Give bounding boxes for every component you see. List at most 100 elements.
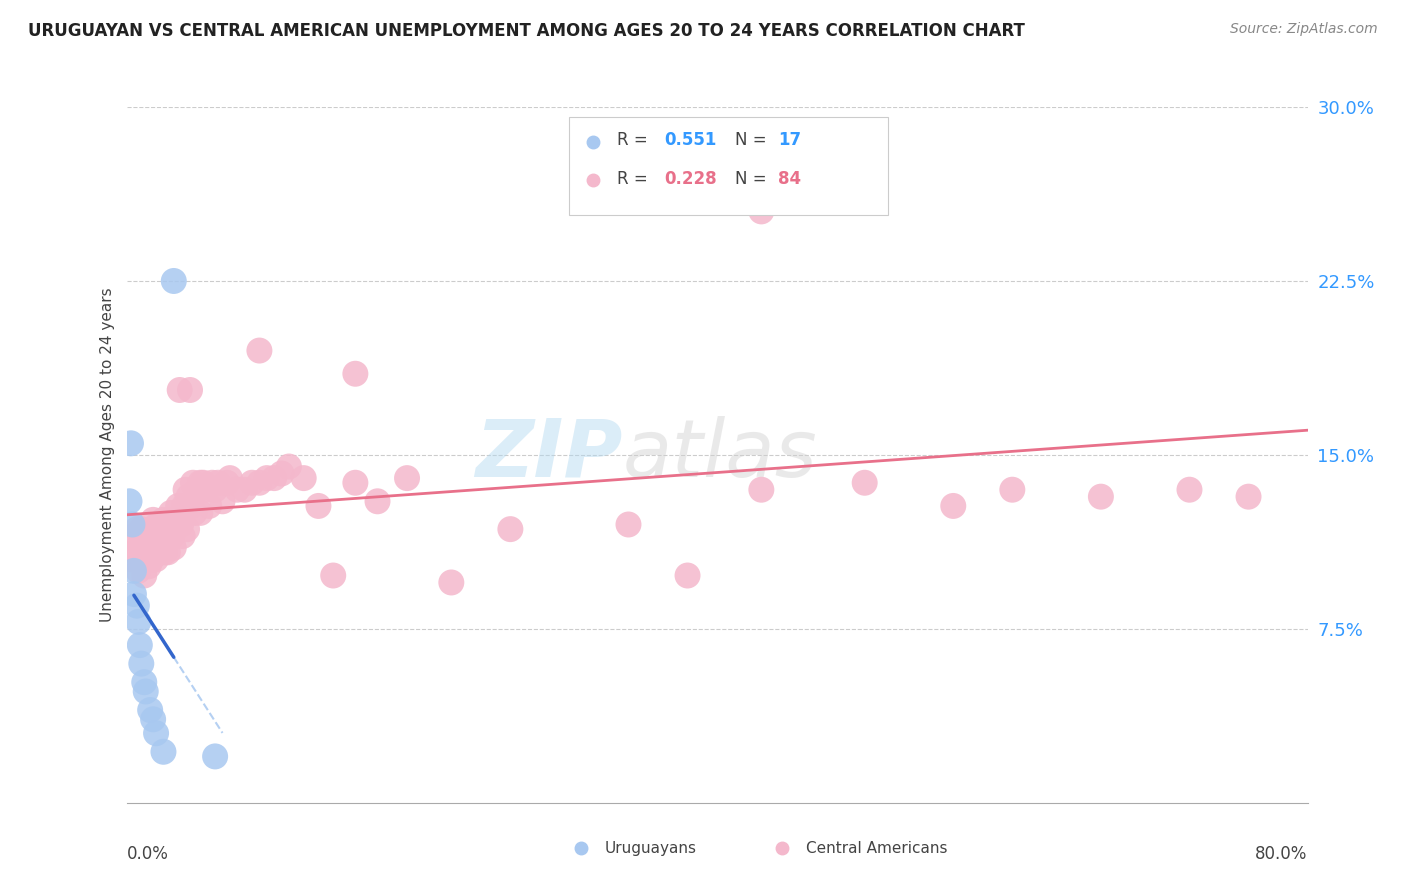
Point <box>135 684 157 698</box>
Text: Uruguayans: Uruguayans <box>605 840 697 855</box>
Text: R =: R = <box>617 169 652 187</box>
Point <box>499 522 522 536</box>
Point <box>174 483 197 497</box>
Text: 0.551: 0.551 <box>664 131 716 150</box>
Point <box>145 552 167 566</box>
Point <box>204 483 226 497</box>
Point <box>163 541 186 555</box>
Point <box>751 204 773 219</box>
Text: 84: 84 <box>779 169 801 187</box>
Point <box>215 475 238 490</box>
Text: 80.0%: 80.0% <box>1256 845 1308 863</box>
Text: R =: R = <box>617 131 652 150</box>
Point <box>139 522 162 536</box>
Point <box>247 475 270 490</box>
Point <box>148 536 170 550</box>
Point <box>183 506 205 520</box>
Point <box>176 522 198 536</box>
Point <box>172 529 194 543</box>
Point <box>145 726 167 740</box>
Point <box>292 471 315 485</box>
Point <box>1178 483 1201 497</box>
Text: Central Americans: Central Americans <box>806 840 948 855</box>
Point <box>177 490 200 504</box>
Point <box>129 522 153 536</box>
Point <box>156 545 179 559</box>
Point <box>180 499 202 513</box>
Point <box>139 703 162 717</box>
Point <box>125 599 148 613</box>
Point <box>263 471 285 485</box>
Point <box>440 575 463 590</box>
Point <box>152 745 174 759</box>
Point <box>207 475 229 490</box>
Point <box>322 568 344 582</box>
Point <box>226 483 249 497</box>
Text: ZIP: ZIP <box>475 416 623 494</box>
Point <box>1237 490 1260 504</box>
Y-axis label: Unemployment Among Ages 20 to 24 years: Unemployment Among Ages 20 to 24 years <box>100 287 115 623</box>
Point <box>134 675 156 690</box>
Point <box>122 587 145 601</box>
Point <box>124 545 146 559</box>
Point <box>278 459 301 474</box>
Point <box>149 545 172 559</box>
Point <box>142 712 165 726</box>
Text: atlas: atlas <box>623 416 817 494</box>
Point <box>1090 490 1112 504</box>
Point <box>122 529 145 543</box>
Point <box>186 483 208 497</box>
Point <box>135 541 157 555</box>
Point <box>181 475 204 490</box>
Point <box>134 568 156 582</box>
Point <box>188 475 211 490</box>
Point <box>125 522 148 536</box>
Point <box>142 545 165 559</box>
Point <box>219 471 242 485</box>
Point <box>942 499 965 513</box>
Point <box>128 638 150 652</box>
Point <box>173 499 195 513</box>
Point <box>170 517 193 532</box>
Point <box>676 568 699 582</box>
Point <box>256 471 278 485</box>
Point <box>120 436 142 450</box>
Point <box>153 545 176 559</box>
Point <box>162 529 184 543</box>
Point <box>142 513 165 527</box>
Text: Source: ZipAtlas.com: Source: ZipAtlas.com <box>1230 22 1378 37</box>
Point <box>344 475 367 490</box>
Point <box>121 517 143 532</box>
Point <box>211 494 233 508</box>
Point <box>240 475 263 490</box>
Point <box>157 513 180 527</box>
Point <box>169 383 191 397</box>
Point <box>127 615 149 629</box>
Point <box>138 559 160 574</box>
Point <box>344 367 367 381</box>
Point <box>198 499 221 513</box>
Point <box>233 483 256 497</box>
Point <box>195 483 218 497</box>
Point <box>129 552 153 566</box>
Point <box>145 522 167 536</box>
Point <box>307 499 329 513</box>
Point <box>270 467 292 481</box>
Point <box>127 564 149 578</box>
Point <box>159 506 183 520</box>
Point <box>188 506 211 520</box>
Point <box>396 471 419 485</box>
Point <box>201 475 224 490</box>
Text: 0.228: 0.228 <box>664 169 717 187</box>
Point <box>366 494 388 508</box>
Point <box>204 749 226 764</box>
Point <box>128 536 150 550</box>
Point <box>631 169 654 184</box>
FancyBboxPatch shape <box>569 118 889 215</box>
Text: N =: N = <box>735 169 772 187</box>
Point <box>163 274 186 288</box>
Point <box>155 522 177 536</box>
Point <box>129 657 153 671</box>
Point <box>122 564 145 578</box>
Point <box>1001 483 1024 497</box>
